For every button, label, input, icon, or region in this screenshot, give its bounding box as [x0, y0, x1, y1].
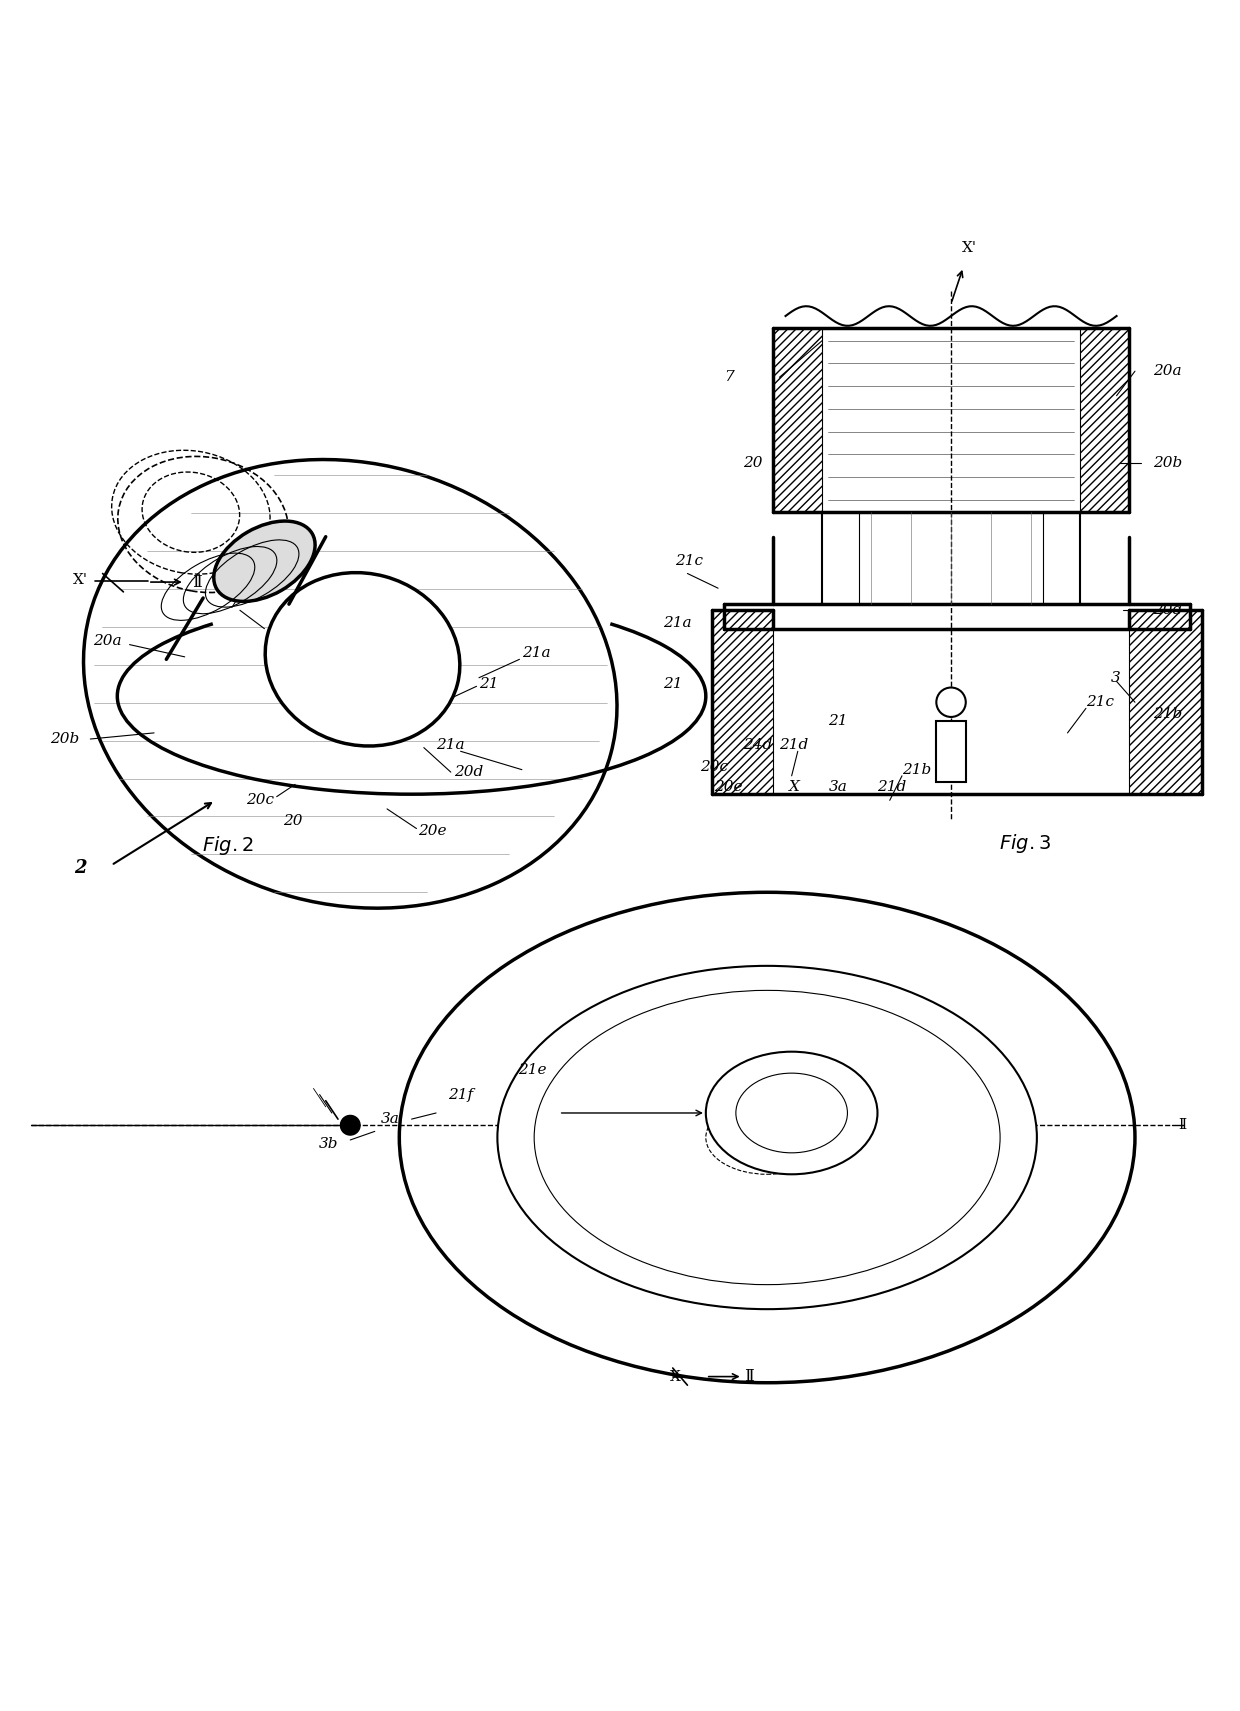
Ellipse shape: [83, 460, 618, 909]
Text: X': X': [73, 573, 88, 587]
Text: 21d: 21d: [878, 780, 906, 794]
Text: 7: 7: [228, 597, 237, 611]
Text: 3a: 3a: [828, 780, 847, 794]
Text: 21f: 21f: [448, 1088, 472, 1102]
Text: 21b: 21b: [901, 763, 931, 777]
Text: 3a: 3a: [381, 1112, 399, 1126]
Text: 20c: 20c: [246, 794, 274, 808]
Text: 21c: 21c: [1086, 695, 1114, 710]
Text: 20e: 20e: [714, 780, 743, 794]
Ellipse shape: [399, 891, 1135, 1382]
Ellipse shape: [706, 1052, 878, 1174]
Text: 21e: 21e: [518, 1063, 547, 1076]
Text: 7: 7: [724, 370, 734, 385]
Text: Ⅱ: Ⅱ: [192, 573, 202, 590]
Circle shape: [341, 1116, 360, 1134]
Text: 21d: 21d: [780, 737, 808, 753]
Ellipse shape: [497, 965, 1037, 1309]
Text: 20d: 20d: [1153, 604, 1183, 618]
Text: 21a: 21a: [663, 616, 692, 630]
Text: 20e: 20e: [418, 825, 446, 838]
Text: 20: 20: [283, 814, 303, 828]
Text: 21c: 21c: [675, 554, 703, 568]
Text: $\mathit{Fig.3}$: $\mathit{Fig.3}$: [998, 832, 1050, 856]
Ellipse shape: [735, 1073, 847, 1153]
Text: 20a: 20a: [1153, 364, 1182, 378]
Text: X: X: [670, 1369, 681, 1384]
Text: 21: 21: [828, 713, 848, 727]
Text: $\mathit{Fig.2}$: $\mathit{Fig.2}$: [202, 835, 253, 857]
Text: Ⅱ: Ⅱ: [1178, 1119, 1185, 1133]
Text: 3b: 3b: [319, 1136, 339, 1150]
Text: 20: 20: [743, 457, 763, 471]
Text: 20a: 20a: [93, 635, 122, 648]
Bar: [936, 720, 966, 782]
Text: 20b: 20b: [50, 732, 79, 746]
Ellipse shape: [534, 991, 1001, 1285]
Text: X': X': [962, 241, 977, 255]
Text: 21a: 21a: [522, 647, 551, 660]
Text: X: X: [789, 780, 800, 794]
Text: 3: 3: [1111, 671, 1120, 684]
Text: 21a: 21a: [436, 737, 465, 753]
Text: 20c: 20c: [699, 760, 728, 773]
Ellipse shape: [213, 522, 315, 601]
Text: 20d: 20d: [455, 765, 484, 779]
Text: Ⅱ: Ⅱ: [744, 1369, 754, 1386]
Text: 21: 21: [479, 678, 498, 691]
Circle shape: [936, 688, 966, 717]
Ellipse shape: [265, 573, 460, 746]
Text: 24d: 24d: [743, 737, 771, 753]
Text: 21: 21: [663, 678, 682, 691]
Text: 21b: 21b: [1153, 707, 1183, 722]
Text: 2: 2: [74, 859, 87, 876]
Text: 20b: 20b: [1153, 457, 1183, 471]
